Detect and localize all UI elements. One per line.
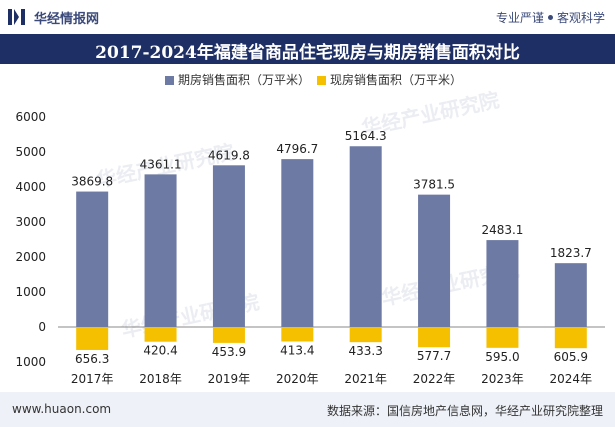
y-tick-label: 0 xyxy=(38,320,46,334)
x-tick-label: 2024年 xyxy=(550,372,593,386)
data-label-completed: 656.3 xyxy=(75,352,109,366)
bar-presale xyxy=(144,174,177,327)
y-tick-label: 3000 xyxy=(15,215,46,229)
x-tick-label: 2021年 xyxy=(344,372,387,386)
bar-presale xyxy=(212,165,245,327)
data-label-presale: 4361.1 xyxy=(140,157,182,171)
data-label-completed: 413.4 xyxy=(280,343,314,357)
data-label-presale: 5164.3 xyxy=(345,129,387,143)
y-tick-label: 6000 xyxy=(15,110,46,124)
y-tick-label: 2000 xyxy=(15,250,46,264)
bar-presale xyxy=(76,191,109,327)
bar-presale xyxy=(281,159,314,327)
bar-presale xyxy=(418,194,451,327)
bar-chart: 期房销售面积（万平米） 现房销售面积（万平米） 6000 5000 4000 3000 20… xyxy=(15,72,605,386)
data-label-presale: 1823.7 xyxy=(550,246,592,260)
top-bar: 华经情报网 专业严谨 客观科学 xyxy=(0,0,615,34)
x-tick-label: 2019年 xyxy=(208,372,251,386)
huajing-logo-icon xyxy=(8,9,25,25)
legend-label-completed: 现房销售面积（万平米） xyxy=(330,72,462,87)
legend-swatch-completed xyxy=(317,76,326,85)
x-tick-label: 2023年 xyxy=(481,372,524,386)
bar-presale xyxy=(554,263,587,327)
data-label-presale: 4619.8 xyxy=(208,148,250,162)
bar-completed xyxy=(76,327,109,350)
data-label-completed: 433.3 xyxy=(349,344,383,358)
y-tick-label: 5000 xyxy=(15,145,46,159)
y-tick-label: 1000 xyxy=(15,355,46,369)
data-label-presale: 3869.8 xyxy=(71,175,113,189)
data-label-completed: 453.9 xyxy=(212,345,246,359)
data-label-completed: 605.9 xyxy=(554,350,588,364)
chart-title: 2017-2024年福建省商品住宅现房与期房销售面积对比 xyxy=(95,43,520,63)
data-label-completed: 595.0 xyxy=(485,350,519,364)
slogan: 专业严谨 客观科学 xyxy=(496,9,605,26)
x-tick-label: 2017年 xyxy=(71,372,114,386)
data-label-presale: 2483.1 xyxy=(481,223,523,237)
x-tick-label: 2018年 xyxy=(139,372,182,386)
footer-url: www.huaon.com xyxy=(12,402,112,416)
bullet-icon xyxy=(547,15,553,20)
data-label-presale: 4796.7 xyxy=(276,142,318,156)
legend-label-presale: 期房销售面积（万平米） xyxy=(178,72,310,87)
bar-presale xyxy=(349,146,382,327)
footer: www.huaon.com 数据来源：国信房地产信息网，华经产业研究院整理 xyxy=(0,392,615,427)
title-bar: 2017-2024年福建省商品住宅现房与期房销售面积对比 xyxy=(0,34,615,64)
data-label-completed: 420.4 xyxy=(143,344,177,358)
slogan-part-a: 专业严谨 xyxy=(495,11,544,25)
legend-swatch-presale xyxy=(165,76,174,85)
data-label-completed: 577.7 xyxy=(417,349,451,363)
bar-completed xyxy=(418,327,451,348)
data-label-presale: 3781.5 xyxy=(413,178,455,192)
bar-completed xyxy=(554,327,587,349)
bar-completed xyxy=(349,327,382,343)
bar-presale xyxy=(486,240,519,327)
bar-completed xyxy=(212,327,245,343)
site-name: 华经情报网 xyxy=(34,12,100,27)
y-tick-label: 4000 xyxy=(15,180,46,194)
bar-completed xyxy=(486,327,519,348)
y-tick-label: 1000 xyxy=(15,285,46,299)
slogan-part-b: 客观科学 xyxy=(556,11,605,25)
bar-completed xyxy=(144,327,177,342)
data-source: 数据来源：国信房地产信息网，华经产业研究院整理 xyxy=(326,404,603,418)
x-tick-label: 2022年 xyxy=(413,372,456,386)
x-tick-label: 2020年 xyxy=(276,372,319,386)
bar-completed xyxy=(281,327,314,342)
